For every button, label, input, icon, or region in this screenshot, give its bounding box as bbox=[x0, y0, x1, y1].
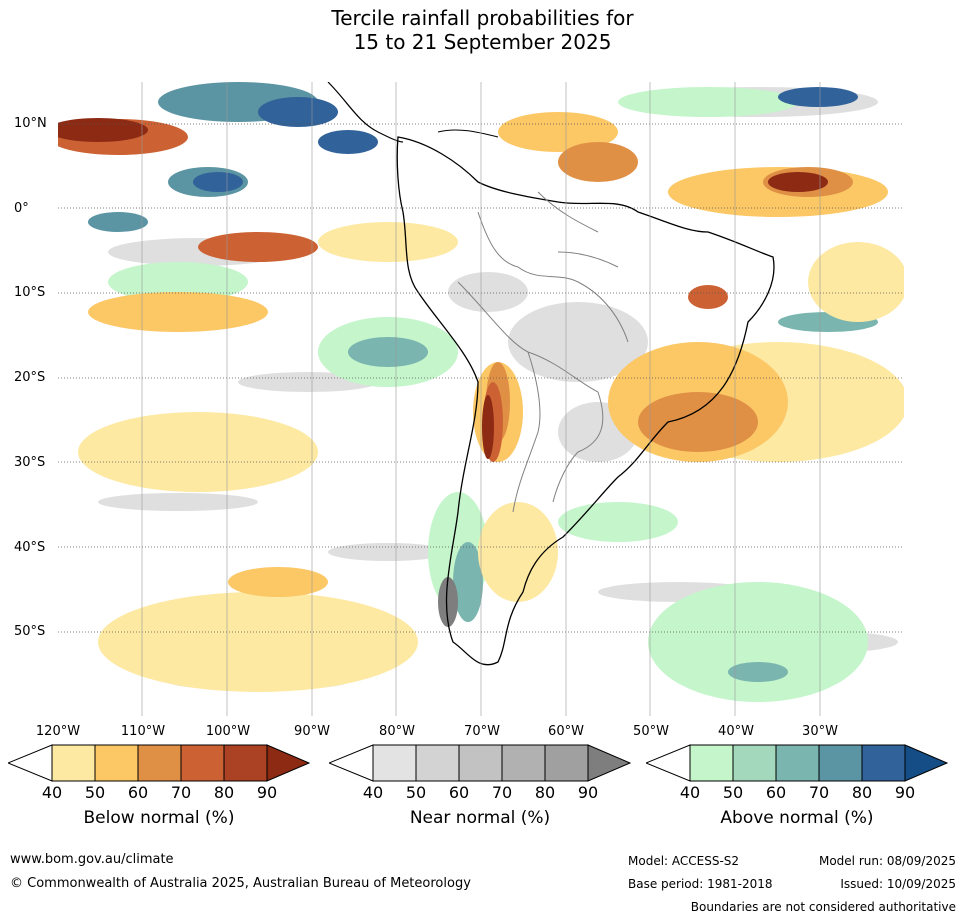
near-tick-40: 40 bbox=[362, 783, 384, 802]
above-tick-70: 70 bbox=[808, 783, 830, 802]
lon-label-70w: 70°W bbox=[464, 724, 500, 739]
lat-label-40s: 40°S bbox=[14, 540, 46, 555]
footer-url[interactable]: www.bom.gov.au/climate bbox=[10, 852, 174, 867]
lon-label-80w: 80°W bbox=[379, 724, 415, 739]
below-tick-90: 90 bbox=[256, 783, 278, 802]
lat-label-20s: 20°S bbox=[14, 370, 46, 385]
map-title: Tercile rainfall probabilities for 15 to… bbox=[0, 6, 965, 54]
below-tick-50: 50 bbox=[84, 783, 106, 802]
below-tick-80: 80 bbox=[213, 783, 235, 802]
footer-model-run: Model run: 08/09/2025 bbox=[818, 854, 956, 868]
footer-base-period: Base period: 1981-2018 bbox=[628, 877, 773, 891]
lon-label-90w: 90°W bbox=[294, 724, 330, 739]
title-line-2: 15 to 21 September 2025 bbox=[353, 30, 612, 54]
footer-issued: Issued: 10/09/2025 bbox=[840, 877, 956, 891]
above-tick-60: 60 bbox=[765, 783, 787, 802]
lat-label-10s: 10°S bbox=[14, 285, 46, 300]
near-tick-80: 80 bbox=[534, 783, 556, 802]
lon-label-120w: 120°W bbox=[35, 724, 81, 739]
rainfall-map bbox=[58, 82, 904, 716]
below-normal-title: Below normal (%) bbox=[83, 808, 235, 828]
lat-label-50s: 50°S bbox=[14, 624, 46, 639]
lon-label-110w: 110°W bbox=[120, 724, 166, 739]
near-tick-60: 60 bbox=[448, 783, 470, 802]
footer-copyright: © Commonwealth of Australia 2025, Austra… bbox=[10, 876, 471, 891]
colorbar-below-normal bbox=[8, 744, 310, 782]
lon-label-40w: 40°W bbox=[718, 724, 754, 739]
near-tick-90: 90 bbox=[577, 783, 599, 802]
map-canvas bbox=[58, 82, 904, 716]
lat-label-10n: 10°N bbox=[14, 116, 47, 131]
below-tick-60: 60 bbox=[127, 783, 149, 802]
lat-label-30s: 30°S bbox=[14, 455, 46, 470]
above-tick-50: 50 bbox=[722, 783, 744, 802]
footer-disclaimer: Boundaries are not considered authoritat… bbox=[690, 900, 956, 914]
lon-label-60w: 60°W bbox=[548, 724, 584, 739]
lon-label-50w: 50°W bbox=[633, 724, 669, 739]
below-tick-40: 40 bbox=[41, 783, 63, 802]
footer-model: Model: ACCESS-S2 bbox=[628, 854, 740, 868]
near-normal-title: Near normal (%) bbox=[409, 808, 551, 828]
near-tick-50: 50 bbox=[405, 783, 427, 802]
above-normal-title: Above normal (%) bbox=[720, 808, 874, 828]
above-tick-80: 80 bbox=[851, 783, 873, 802]
lon-label-30w: 30°W bbox=[802, 724, 838, 739]
title-line-1: Tercile rainfall probabilities for bbox=[331, 6, 634, 30]
above-tick-40: 40 bbox=[679, 783, 701, 802]
below-tick-70: 70 bbox=[170, 783, 192, 802]
near-tick-70: 70 bbox=[491, 783, 513, 802]
colorbar-above-normal bbox=[646, 744, 948, 782]
above-tick-90: 90 bbox=[894, 783, 916, 802]
lon-label-100w: 100°W bbox=[205, 724, 251, 739]
lat-label-0: 0° bbox=[14, 201, 29, 216]
colorbar-near-normal bbox=[329, 744, 631, 782]
